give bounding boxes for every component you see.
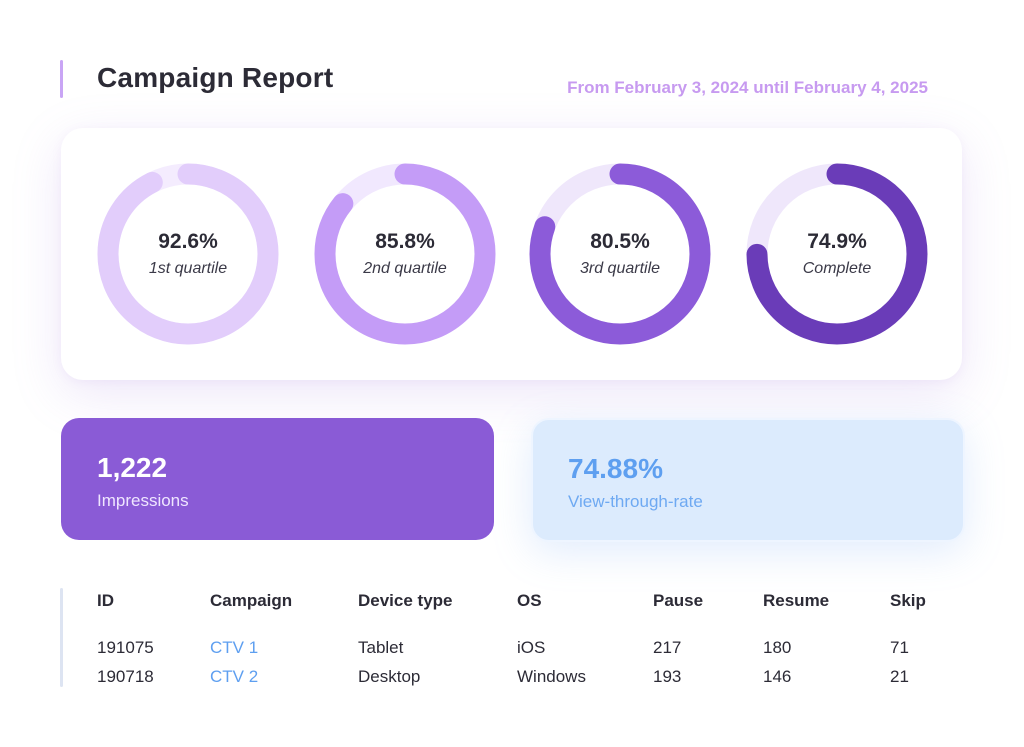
ring-1st-chart bbox=[97, 163, 279, 345]
date-range: From February 3, 2024 until February 4, … bbox=[567, 78, 928, 97]
ring-3rd-chart bbox=[529, 163, 711, 345]
quartile-ring-3rd: 80.5% 3rd quartile bbox=[528, 162, 712, 346]
cell-resume: 180 bbox=[763, 638, 792, 657]
cell-pause: 217 bbox=[653, 638, 682, 657]
cell-device-type: Tablet bbox=[358, 638, 404, 657]
ring-label: 2nd quartile bbox=[363, 260, 447, 277]
ring-label: 1st quartile bbox=[148, 260, 228, 277]
cell-os: iOS bbox=[517, 638, 546, 657]
cell-skip: 21 bbox=[890, 667, 909, 686]
cell-id: 191075 bbox=[97, 638, 154, 657]
table-header-campaign: Campaign bbox=[210, 591, 293, 610]
table-header-skip: Skip bbox=[890, 591, 926, 610]
table-header-device-type: Device type bbox=[358, 591, 453, 610]
view-through-rate-label: View-through-rate bbox=[568, 492, 703, 511]
view-through-rate-card: 74.88% View-through-rate bbox=[531, 418, 965, 542]
cell-device-type: Desktop bbox=[358, 667, 421, 686]
ring-value: 85.8% bbox=[375, 230, 435, 253]
cell-skip: 71 bbox=[890, 638, 909, 657]
ring-progress-arc bbox=[314, 163, 496, 345]
ring-value: 74.9% bbox=[807, 230, 867, 253]
header-accent-bar bbox=[60, 60, 63, 98]
table-header-os: OS bbox=[517, 591, 542, 610]
table-accent-bar bbox=[60, 588, 63, 687]
quartile-ring-1st: 92.6% 1st quartile bbox=[96, 162, 280, 346]
ring-progress-arc bbox=[746, 163, 928, 345]
ring-progress-arc bbox=[529, 163, 711, 345]
cell-campaign-link[interactable]: CTV 1 bbox=[210, 638, 259, 657]
cell-os: Windows bbox=[517, 667, 586, 686]
page-title: Campaign Report bbox=[97, 62, 334, 93]
cell-pause: 193 bbox=[653, 667, 682, 686]
view-through-rate-value: 74.88% bbox=[568, 453, 663, 484]
ring-label: 3rd quartile bbox=[579, 260, 661, 277]
ring-value: 80.5% bbox=[590, 230, 650, 253]
cell-campaign-link[interactable]: CTV 2 bbox=[210, 667, 259, 686]
cell-resume: 146 bbox=[763, 667, 792, 686]
ring-progress-arc bbox=[97, 163, 279, 345]
quartile-rings-card: 92.6% 1st quartile 85.8% 2nd quartile 80… bbox=[61, 128, 962, 380]
table-header-id: ID bbox=[97, 591, 114, 610]
quartile-ring-complete: 74.9% Complete bbox=[745, 162, 929, 346]
table-header-pause: Pause bbox=[653, 591, 704, 610]
quartile-ring-2nd: 85.8% 2nd quartile bbox=[313, 162, 497, 346]
ring-label: Complete bbox=[802, 260, 872, 277]
ring-complete-chart bbox=[746, 163, 928, 345]
impressions-label: Impressions bbox=[97, 491, 189, 510]
table-header-resume: Resume bbox=[763, 591, 830, 610]
ring-value: 92.6% bbox=[158, 230, 218, 253]
ring-2nd-chart bbox=[314, 163, 496, 345]
impressions-value: 1,222 bbox=[97, 452, 168, 483]
cell-id: 190718 bbox=[97, 667, 154, 686]
impressions-card: 1,222 Impressions bbox=[61, 418, 494, 540]
